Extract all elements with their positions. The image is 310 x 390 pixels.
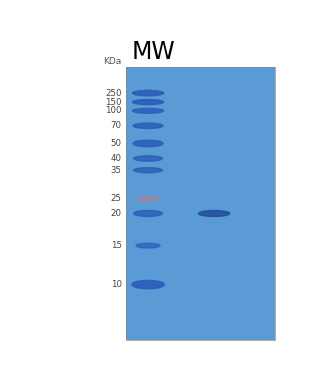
Ellipse shape [134, 156, 162, 161]
Ellipse shape [136, 243, 160, 248]
Text: 150: 150 [105, 98, 122, 106]
Bar [126, 67, 275, 340]
Text: KDa: KDa [104, 57, 122, 66]
Text: 25: 25 [111, 194, 122, 203]
Ellipse shape [133, 123, 163, 128]
Text: 10: 10 [111, 280, 122, 289]
Ellipse shape [137, 197, 159, 201]
Ellipse shape [198, 211, 230, 216]
Text: 70: 70 [111, 121, 122, 130]
Text: 250: 250 [105, 89, 122, 98]
Text: 20: 20 [111, 209, 122, 218]
Ellipse shape [132, 280, 164, 289]
Text: MW: MW [131, 40, 175, 64]
Ellipse shape [132, 99, 164, 105]
Ellipse shape [134, 211, 162, 216]
Bar [126, 67, 275, 340]
Ellipse shape [134, 168, 162, 173]
Text: 50: 50 [111, 139, 122, 148]
Ellipse shape [132, 108, 164, 113]
Ellipse shape [132, 90, 164, 96]
Ellipse shape [133, 140, 163, 147]
Text: 100: 100 [105, 106, 122, 115]
Text: 15: 15 [111, 241, 122, 250]
Text: 40: 40 [111, 154, 122, 163]
Text: 35: 35 [111, 166, 122, 175]
